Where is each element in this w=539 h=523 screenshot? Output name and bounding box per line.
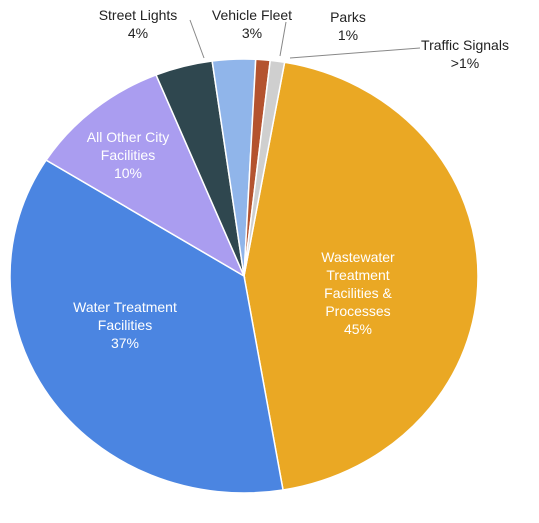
pie-slice [45, 73, 246, 278]
slice-label: Traffic Signals >1% [400, 36, 530, 72]
slice-label: Wastewater Treatment Facilities & Proces… [298, 248, 418, 338]
pie-slice [243, 59, 286, 277]
category-label: Street Lights [98, 7, 178, 23]
slice-label: Parks 1% [318, 8, 378, 44]
category-label: Vehicle Fleet [211, 7, 293, 23]
leader-line [189, 19, 205, 59]
pie-slice [9, 159, 284, 494]
category-label: All Other City Facilities [86, 129, 170, 163]
leader-line [279, 21, 287, 57]
slice-label: Street Lights 4% [83, 6, 193, 42]
category-label: Wastewater Treatment Facilities & Proces… [321, 249, 395, 319]
value-label: >1% [450, 55, 480, 71]
slice-label: Vehicle Fleet 3% [197, 6, 307, 42]
value-label: 37% [110, 335, 140, 351]
value-label: 1% [337, 27, 359, 43]
category-label: Water Treatment Facilities [73, 299, 177, 333]
value-label: 3% [241, 25, 263, 41]
value-label: 4% [127, 25, 149, 41]
category-label: Traffic Signals [421, 37, 509, 53]
slice-label: All Other City Facilities 10% [73, 128, 183, 182]
leader-line [289, 47, 421, 59]
slice-label: Water Treatment Facilities 37% [45, 298, 205, 352]
pie-slice [243, 61, 479, 491]
value-label: 45% [343, 321, 373, 337]
category-label: Parks [330, 9, 366, 25]
value-label: 10% [113, 165, 143, 181]
